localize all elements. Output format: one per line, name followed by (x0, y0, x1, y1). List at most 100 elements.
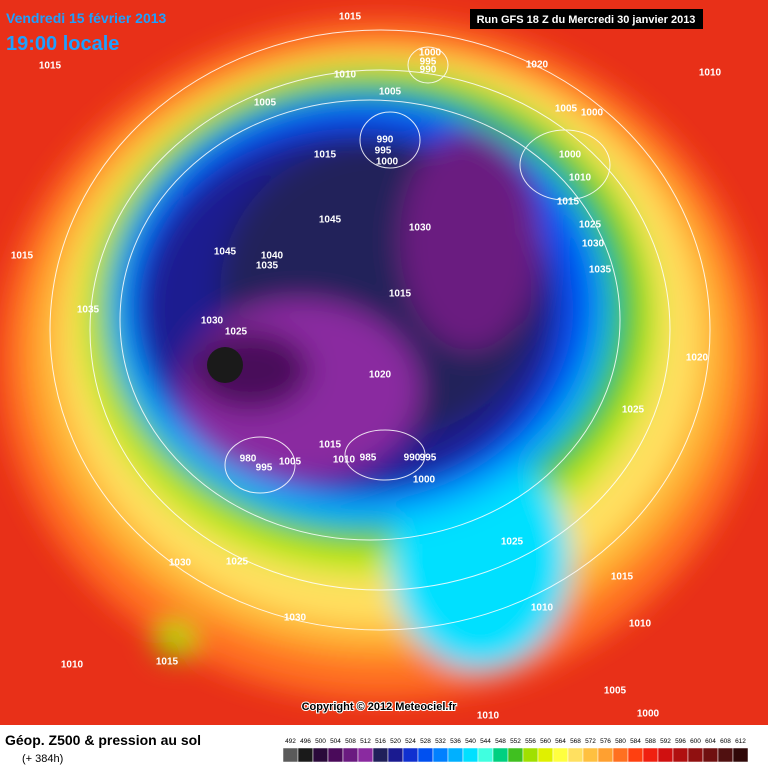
isobar-label: 1005 (604, 686, 627, 697)
isobar-label: 1010 (569, 173, 592, 184)
isobar-label: 995 (375, 146, 392, 157)
legend-label: 512 (360, 738, 371, 745)
isobar-label: 1035 (589, 265, 612, 276)
legend-label: 608 (720, 738, 731, 745)
copyright: Copyright © 2012 Meteociel.fr (302, 701, 458, 713)
legend-swatch (327, 747, 344, 763)
isobar-label: 1035 (256, 261, 279, 272)
legend-label: 584 (630, 738, 641, 745)
isobar-label: 1025 (226, 557, 249, 568)
legend-label: 564 (555, 738, 566, 745)
legend-swatch (597, 747, 614, 763)
legend-swatch (417, 747, 434, 763)
legend-swatch (567, 747, 584, 763)
legend-label: 580 (615, 738, 626, 745)
isobar-label: 1005 (379, 87, 402, 98)
isobar-label: 1015 (314, 150, 337, 161)
legend-label: 548 (495, 738, 506, 745)
legend-swatch (402, 747, 419, 763)
isobar-label: 1010 (699, 68, 722, 79)
isobar-label: 1030 (284, 613, 307, 624)
legend-swatch (342, 747, 359, 763)
isobar-label: 1045 (319, 215, 342, 226)
footer-title: Géop. Z500 & pression au sol (5, 732, 201, 748)
isobar-label: 1020 (686, 353, 709, 364)
isobar-label: 1015 (11, 251, 34, 262)
isobar-label: 1000 (637, 709, 660, 720)
legend-swatch (537, 747, 554, 763)
isobars (49, 29, 711, 631)
legend-label: 524 (405, 738, 416, 745)
isobar-label: 1035 (77, 305, 100, 316)
run-label: Run GFS 18 Z du Mercredi 30 janvier 2013 (477, 14, 696, 26)
run-box (470, 9, 703, 29)
legend-swatch (477, 747, 494, 763)
isobar-label: 1045 (214, 247, 237, 258)
isobar-label: 1005 (254, 98, 277, 109)
isobar-label: 1015 (389, 289, 412, 300)
isobar-label: 1025 (501, 537, 524, 548)
legend-swatch (507, 747, 524, 763)
legend-label: 544 (480, 738, 491, 745)
legend-label: 552 (510, 738, 521, 745)
legend-label: 572 (585, 738, 596, 745)
legend-label: 576 (600, 738, 611, 745)
legend-swatch (657, 747, 674, 763)
isobar-label: 1015 (611, 572, 634, 583)
footer-lead: (+ 384h) (22, 753, 63, 765)
legend-label: 536 (450, 738, 461, 745)
isobar-label: 1000 (413, 475, 436, 486)
isobar-label: 990 (404, 453, 421, 464)
isobar-label: 1005 (555, 104, 578, 115)
legend-swatch (522, 747, 539, 763)
legend-label: 540 (465, 738, 476, 745)
date-label: Vendredi 15 février 2013 (6, 10, 167, 26)
legend-swatch (357, 747, 374, 763)
isobar-label: 1015 (339, 12, 362, 23)
legend-label: 560 (540, 738, 551, 745)
isobar-label: 1010 (629, 619, 652, 630)
legend-label: 520 (390, 738, 401, 745)
legend-swatch (732, 747, 749, 763)
isobar-label: 1030 (409, 223, 432, 234)
legend-label: 588 (645, 738, 656, 745)
legend-label: 556 (525, 738, 536, 745)
isobar-label: 1005 (279, 457, 302, 468)
legend-label: 596 (675, 738, 686, 745)
isobar-label: 1015 (557, 197, 580, 208)
isobar-label: 1010 (531, 603, 554, 614)
isobar-label: 995 (420, 453, 437, 464)
legend-label: 500 (315, 738, 326, 745)
legend-swatch (372, 747, 389, 763)
isobar-label: 1025 (225, 327, 248, 338)
isobar-label: 980 (240, 454, 257, 465)
isobar-label: 990 (420, 65, 437, 76)
low-center (207, 347, 243, 383)
isobar-label: 1040 (261, 251, 284, 262)
legend-label: 592 (660, 738, 671, 745)
legend-swatch (387, 747, 404, 763)
isobar-label: 1030 (582, 239, 605, 250)
legend-swatch (282, 747, 299, 763)
isobar-label: 1000 (581, 108, 604, 119)
legend-label: 492 (285, 738, 296, 745)
legend-swatch (447, 747, 464, 763)
legend-swatch (642, 747, 659, 763)
isobar-label: 990 (377, 135, 394, 146)
time-label: 19:00 locale (6, 33, 119, 55)
legend-swatch (672, 747, 689, 763)
legend-swatch (702, 747, 719, 763)
isobar-label: 1000 (419, 48, 442, 59)
legend-label: 568 (570, 738, 581, 745)
legend-label: 508 (345, 738, 356, 745)
legend-swatch (552, 747, 569, 763)
isobar-label: 1015 (39, 61, 62, 72)
isobar-label: 1015 (156, 657, 179, 668)
isobar-label: 1030 (169, 558, 192, 569)
legend-swatch (582, 747, 599, 763)
isobar-label: 1025 (622, 405, 645, 416)
legend-label: 600 (690, 738, 701, 745)
isobar-label: 1010 (477, 711, 500, 722)
